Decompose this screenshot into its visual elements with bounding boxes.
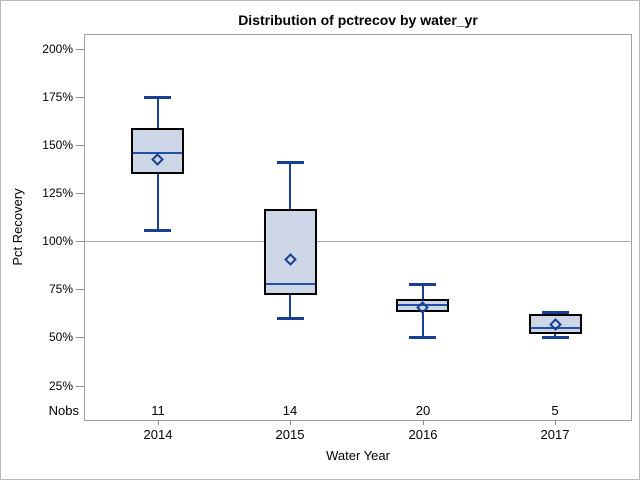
whisker-cap-lower (277, 317, 304, 320)
y-tick-label: 25% (48, 379, 73, 393)
x-tick-label: 2016 (408, 427, 438, 442)
box-rect (131, 128, 184, 174)
y-tick-mark (76, 49, 84, 50)
median-line (266, 283, 315, 285)
box-whisker-lower (289, 295, 291, 318)
y-tick-mark (76, 145, 84, 146)
box-rect (529, 314, 582, 334)
whisker-cap-lower (144, 229, 171, 232)
y-tick-mark (76, 193, 84, 194)
box-whisker-upper (422, 284, 424, 299)
whisker-cap-upper (409, 283, 436, 286)
nobs-value: 14 (282, 403, 298, 418)
whisker-cap-upper (144, 96, 171, 99)
y-tick-label: 150% (42, 138, 73, 152)
y-tick-label: 175% (42, 90, 73, 104)
box-whisker-lower (157, 174, 159, 230)
median-line (398, 304, 447, 306)
x-axis-title: Water Year (326, 448, 390, 463)
box-rect (264, 209, 317, 295)
y-tick-label: 125% (42, 186, 73, 200)
y-tick-mark (76, 241, 84, 242)
x-tick-mark (290, 420, 291, 425)
box-whisker-lower (554, 334, 556, 337)
box-whisker-upper (289, 162, 291, 209)
y-tick-label: 50% (48, 330, 73, 344)
nobs-value: 11 (151, 403, 165, 418)
y-tick-label: 75% (48, 282, 73, 296)
median-line (531, 327, 580, 329)
whisker-cap-lower (409, 336, 436, 339)
y-tick-label: 100% (42, 234, 73, 248)
x-tick-mark (555, 420, 556, 425)
box-whisker-upper (157, 97, 159, 128)
y-tick-mark (76, 337, 84, 338)
x-tick-label: 2014 (143, 427, 173, 442)
x-tick-mark (158, 420, 159, 425)
x-tick-label: 2017 (540, 427, 570, 442)
nobs-value: 5 (551, 403, 559, 418)
whisker-cap-lower (542, 336, 569, 339)
plot-area-frame (84, 34, 632, 421)
box-whisker-lower (422, 312, 424, 337)
x-tick-label: 2015 (275, 427, 305, 442)
whisker-cap-upper (277, 161, 304, 164)
y-tick-mark (76, 386, 84, 387)
y-tick-mark (76, 289, 84, 290)
x-tick-mark (423, 420, 424, 425)
whisker-cap-upper (542, 311, 569, 314)
nobs-row-label: Nobs (48, 403, 79, 418)
nobs-value: 20 (415, 403, 431, 418)
y-tick-mark (76, 97, 84, 98)
chart-title: Distribution of pctrecov by water_yr (238, 12, 478, 28)
y-tick-label: 200% (42, 42, 73, 56)
median-line (133, 152, 182, 154)
reference-line (85, 241, 630, 242)
